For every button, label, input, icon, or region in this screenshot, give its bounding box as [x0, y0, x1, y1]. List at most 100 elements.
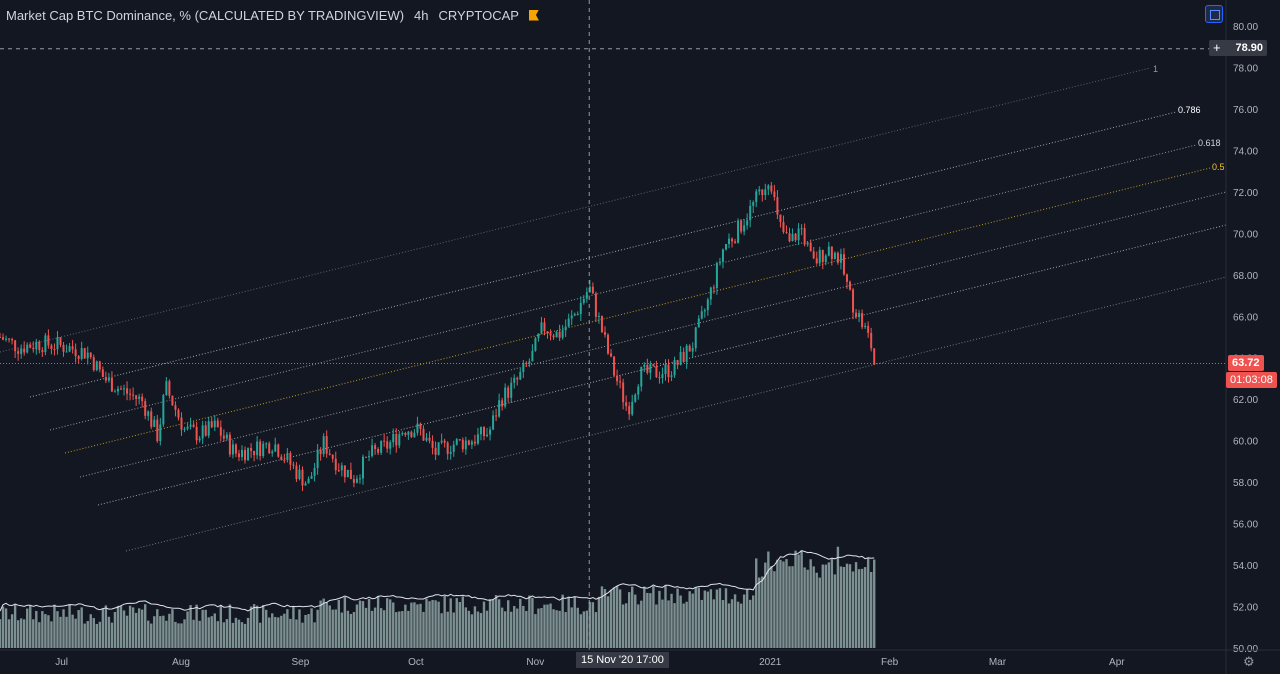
screenshot-icon[interactable] — [1205, 5, 1223, 23]
volume-bar — [440, 613, 443, 648]
candle-body — [413, 432, 416, 438]
candle-body — [98, 361, 101, 370]
candle-body — [304, 483, 307, 486]
volume-bar — [395, 612, 398, 648]
candle-body — [319, 449, 322, 455]
volume-bar — [355, 604, 359, 648]
volume-bar — [110, 622, 114, 648]
volume-bar — [546, 604, 549, 648]
candle-body — [204, 425, 207, 436]
candle-body — [501, 400, 504, 407]
volume-bar — [168, 613, 171, 648]
candle-body — [597, 315, 600, 317]
volume-bar — [261, 605, 265, 648]
candle-body — [159, 424, 162, 442]
volume-bar — [50, 621, 53, 648]
volume-bar — [476, 611, 480, 648]
volume-bar — [192, 619, 195, 648]
plus-icon[interactable]: + — [1213, 40, 1221, 55]
volume-bar — [183, 619, 186, 648]
volume-bar — [730, 599, 734, 648]
volume-bar — [528, 595, 531, 648]
volume-bar — [552, 609, 555, 648]
candle-body — [870, 332, 873, 349]
candle-body — [65, 351, 68, 353]
candle-body — [670, 375, 673, 378]
interval-label[interactable]: 4h — [414, 7, 429, 23]
volume-bar — [688, 591, 691, 648]
volume-bar — [95, 623, 98, 648]
candle-body — [228, 434, 231, 455]
volume-bar — [80, 607, 83, 648]
candle-body — [724, 243, 727, 250]
volume-bar — [325, 602, 328, 648]
volume-bar — [352, 612, 356, 648]
candle-body — [71, 346, 74, 350]
volume-bar — [691, 593, 694, 648]
candle-body — [141, 396, 144, 402]
candle-body — [386, 441, 389, 449]
volume-bar — [150, 623, 153, 648]
volume-bar — [443, 596, 446, 648]
volume-bar — [655, 604, 658, 648]
volume-bar — [32, 619, 35, 648]
candle-body — [283, 459, 286, 461]
volume-bar — [621, 604, 625, 648]
volume-bar — [697, 587, 700, 648]
volume-bar — [44, 614, 47, 648]
x-tick-label: Jul — [55, 657, 68, 668]
volume-bar — [830, 558, 834, 648]
volume-bar — [358, 600, 362, 648]
volume-ma-line — [0, 550, 875, 612]
y-tick-label: 78.00 — [1233, 63, 1258, 74]
candle-body — [482, 427, 485, 437]
candle-body — [658, 377, 661, 379]
volume-bar — [401, 611, 404, 648]
volume-bar — [249, 606, 253, 648]
candle-body — [119, 388, 122, 390]
volume-bar — [22, 619, 26, 648]
candle-body — [310, 475, 313, 479]
volume-bar — [479, 613, 483, 648]
candle-body — [177, 409, 180, 418]
volume-bar — [833, 574, 837, 648]
gear-icon[interactable]: ⚙ — [1243, 654, 1255, 669]
volume-bar — [836, 546, 840, 648]
candle-body — [434, 447, 437, 455]
candle-body — [328, 453, 331, 455]
volume-bar — [313, 622, 316, 648]
volume-bar — [195, 604, 198, 648]
volume-bar — [803, 567, 806, 648]
candle-body — [346, 469, 349, 478]
volume-bar — [455, 598, 458, 648]
candle-body — [295, 465, 298, 479]
volume-bar — [531, 597, 534, 648]
candle-body — [107, 377, 110, 381]
volume-bar — [201, 609, 204, 648]
volume-bar — [349, 613, 353, 648]
candle-body — [800, 228, 803, 230]
candle-body — [540, 322, 543, 334]
candle-body — [821, 249, 824, 263]
candle-body — [558, 331, 561, 338]
volume-bar — [122, 610, 126, 648]
candle-body — [812, 251, 815, 259]
volume-bar — [706, 591, 710, 648]
volume-bar — [162, 615, 165, 648]
candle-body — [307, 478, 310, 484]
volume-bar — [177, 623, 180, 648]
flag-icon[interactable] — [528, 9, 539, 21]
y-tick-label: 70.00 — [1233, 229, 1258, 240]
candle-body — [464, 440, 467, 450]
volume-bar — [434, 600, 437, 648]
candle-body — [864, 325, 867, 328]
volume-bar — [346, 610, 350, 648]
candle-body — [440, 440, 443, 443]
candle-body — [622, 382, 625, 403]
volume-bar — [286, 609, 289, 648]
x-tick-label: 2021 — [759, 657, 782, 668]
candle-body — [365, 456, 368, 458]
volume-bar — [280, 615, 283, 648]
candle-body — [715, 263, 718, 289]
